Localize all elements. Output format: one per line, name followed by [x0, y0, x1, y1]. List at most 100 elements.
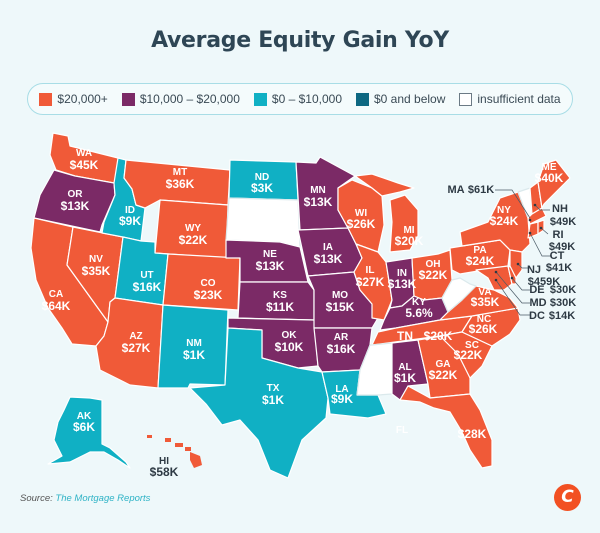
svg-text:KS: KS [273, 290, 287, 301]
legend-item-0-10k: $0 – $10,000 [253, 92, 342, 106]
svg-text:MI: MI [403, 225, 414, 236]
svg-text:$35K: $35K [471, 295, 500, 309]
svg-text:LA: LA [335, 384, 348, 395]
svg-text:$26K: $26K [469, 322, 498, 336]
svg-text:MD: MD [529, 297, 546, 309]
svg-text:$35K: $35K [82, 264, 111, 278]
legend-label: $20,000+ [57, 92, 108, 106]
legend-label: $0 – $10,000 [271, 92, 342, 106]
svg-text:$1K: $1K [262, 393, 284, 407]
svg-text:UT: UT [140, 270, 153, 281]
state-SD[interactable] [225, 197, 301, 248]
legend-swatch [356, 92, 369, 106]
svg-text:$27K: $27K [122, 341, 151, 355]
svg-text:FL: FL [396, 425, 408, 436]
svg-text:VA: VA [478, 287, 491, 298]
svg-text:NH: NH [552, 203, 568, 215]
callout-dots [494, 203, 543, 282]
svg-text:$9K: $9K [119, 214, 141, 228]
state-FL[interactable] [399, 385, 493, 469]
svg-text:$64K: $64K [42, 299, 71, 313]
svg-text:ID: ID [125, 205, 135, 216]
svg-text:IL: IL [366, 265, 375, 276]
svg-text:WY: WY [185, 223, 201, 234]
svg-text:OK: OK [282, 330, 298, 341]
source-prefix: Source: [20, 493, 53, 504]
svg-text:DE: DE [529, 284, 544, 296]
svg-text:$3K: $3K [251, 181, 273, 195]
svg-text:$15K: $15K [326, 300, 355, 314]
state-NJ[interactable] [509, 249, 523, 279]
legend-swatch [121, 92, 135, 106]
svg-text:NC: NC [477, 314, 491, 325]
legend-swatch [253, 92, 267, 106]
svg-text:$1K: $1K [183, 348, 205, 362]
state-CT[interactable] [527, 221, 539, 239]
svg-text:$22K: $22K [419, 268, 448, 282]
svg-text:IA: IA [323, 242, 333, 253]
svg-text:$58K: $58K [150, 465, 179, 479]
state-MI[interactable] [389, 194, 419, 253]
state-WV[interactable] [441, 277, 477, 313]
svg-text:$26K: $26K [347, 217, 376, 231]
svg-text:$13K: $13K [388, 277, 417, 291]
svg-text:NV: NV [89, 254, 103, 265]
state-NM[interactable] [157, 304, 229, 389]
svg-text:$22K: $22K [179, 233, 208, 247]
svg-text:GA: GA [436, 359, 451, 370]
svg-text:PA: PA [473, 245, 486, 256]
state-WI[interactable] [337, 179, 385, 253]
svg-text:$30K: $30K [550, 297, 576, 309]
svg-text:OH: OH [426, 259, 441, 270]
svg-text:$23K: $23K [194, 288, 223, 302]
legend: $20,000+ $10,000 – $20,000 $0 – $10,000 … [27, 83, 573, 115]
svg-text:$40K: $40K [535, 171, 564, 185]
svg-text:HI: HI [159, 456, 169, 467]
svg-text:RI: RI [553, 229, 564, 241]
state-NY[interactable] [459, 191, 531, 253]
legend-label: $0 and below [374, 92, 446, 106]
state-IL[interactable] [353, 243, 393, 321]
state-TX[interactable] [189, 327, 329, 479]
svg-text:WI: WI [355, 208, 367, 219]
svg-text:$10K: $10K [275, 340, 304, 354]
svg-text:$61K: $61K [468, 184, 494, 196]
svg-text:$24K: $24K [490, 214, 519, 228]
svg-text:$41K: $41K [546, 262, 572, 274]
svg-text:CO: CO [201, 278, 216, 289]
legend-label: $10,000 – $20,000 [139, 92, 240, 106]
state-OR[interactable] [33, 169, 116, 233]
svg-text:DC: DC [529, 310, 545, 322]
svg-text:$27K: $27K [356, 275, 385, 289]
svg-text:AL: AL [398, 362, 411, 373]
legend-item-20k-plus: $20,000+ [39, 92, 108, 106]
svg-text:$9K: $9K [331, 392, 353, 406]
svg-text:$28K: $28K [458, 427, 487, 441]
source-note: Source: The Mortgage Reports [20, 493, 150, 504]
svg-text:OR: OR [68, 189, 84, 200]
svg-text:$16K: $16K [133, 280, 162, 294]
svg-text:$11K: $11K [266, 300, 294, 314]
svg-text:$20K: $20K [424, 329, 453, 343]
state-MA[interactable] [527, 207, 547, 225]
legend-label: insufficient data [477, 92, 561, 106]
svg-text:$30K: $30K [550, 284, 576, 296]
svg-text:$49K: $49K [549, 241, 575, 253]
svg-text:CT: CT [550, 250, 565, 262]
state-AK[interactable] [47, 396, 131, 469]
svg-text:$22K: $22K [429, 368, 458, 382]
state-ME[interactable] [537, 159, 571, 209]
brand-logo-icon: C [554, 484, 581, 511]
legend-item-insufficient: insufficient data [459, 92, 561, 106]
svg-text:KY: KY [412, 297, 426, 308]
svg-text:TN: TN [397, 329, 413, 343]
svg-text:CA: CA [49, 289, 63, 300]
state-HI[interactable] [147, 435, 202, 468]
svg-text:ME: ME [542, 162, 557, 173]
legend-item-below-0: $0 and below [356, 92, 445, 106]
source-link[interactable]: The Mortgage Reports [55, 493, 151, 504]
svg-text:$13K: $13K [61, 199, 90, 213]
state-MI-upper[interactable] [354, 173, 415, 197]
svg-text:NJ: NJ [527, 264, 541, 276]
legend-swatch [459, 92, 473, 106]
